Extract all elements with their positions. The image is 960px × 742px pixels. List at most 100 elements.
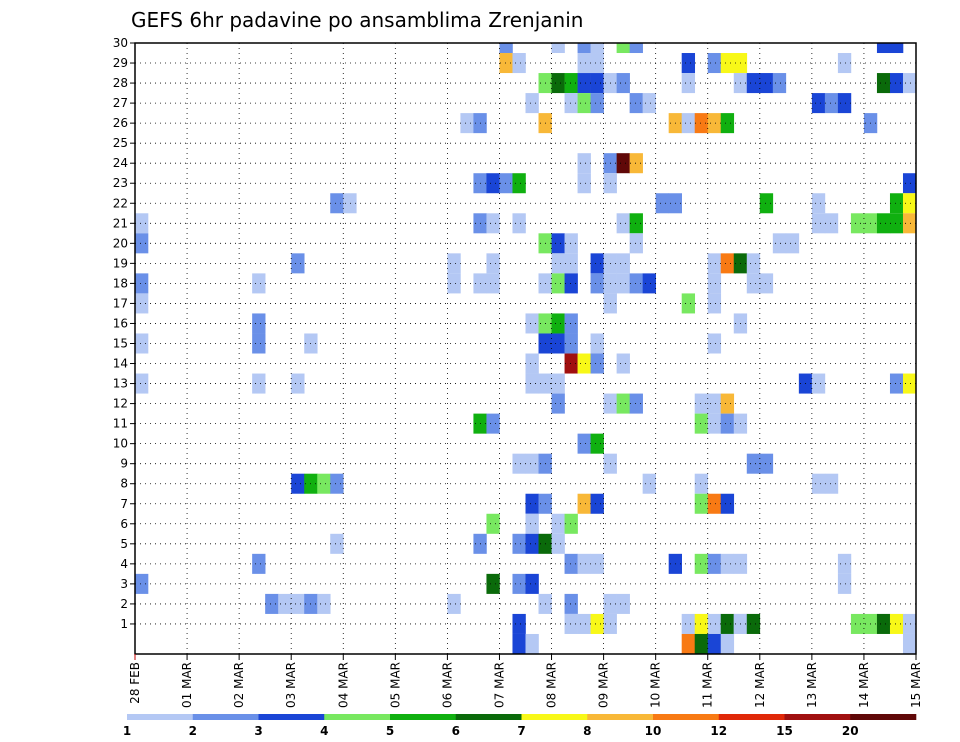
x-tick-label: 06 MAR <box>440 662 454 708</box>
heatmap-cell <box>291 373 305 394</box>
heatmap-cell <box>551 273 565 294</box>
heatmap-cell <box>902 213 917 234</box>
colorbar-tick-label: 4 <box>320 724 328 738</box>
colorbar-swatch <box>127 714 194 720</box>
heatmap-cell <box>135 293 149 314</box>
heatmap-cell <box>681 53 696 74</box>
colorbar-tick-label: 7 <box>517 724 525 738</box>
heatmap-cell <box>525 573 539 594</box>
colorbar-tick-label: 1 <box>123 724 131 738</box>
colorbar: 1 2 3 4 5 6 7 8 10 12 15 20 <box>123 714 917 738</box>
heatmap-cell <box>681 73 696 94</box>
heatmap-cell <box>564 273 578 294</box>
heatmap-cell <box>590 53 604 74</box>
heatmap-cell <box>616 273 630 294</box>
heatmap-cell <box>902 73 917 94</box>
heatmap-cell <box>642 93 656 114</box>
heatmap-cell <box>642 273 656 294</box>
heatmap-cell <box>525 493 539 514</box>
heatmap-cell <box>707 493 722 514</box>
y-tick-label: 24 <box>113 156 128 170</box>
heatmap-cell <box>291 593 305 614</box>
heatmap-cell <box>564 93 578 114</box>
x-tick-label: 10 MAR <box>649 662 663 708</box>
heatmap-cell <box>564 353 578 374</box>
heatmap-cell <box>720 53 735 74</box>
heatmap-cell <box>681 633 696 654</box>
heatmap-cell <box>616 213 630 234</box>
heatmap-cell <box>616 253 630 274</box>
plot-frame <box>134 42 917 655</box>
y-tick-label: 8 <box>120 477 128 491</box>
y-tick-label: 10 <box>113 437 128 451</box>
heatmap-cell <box>590 253 604 274</box>
y-tick-label: 18 <box>113 276 128 290</box>
heatmap-cell <box>590 333 604 354</box>
heatmap-cell <box>889 43 904 54</box>
heatmap-cell <box>629 93 643 114</box>
heatmap-cell <box>564 513 578 534</box>
heatmap-cell <box>707 613 722 634</box>
y-tick-label: 15 <box>113 336 128 350</box>
heatmap-cell <box>707 273 722 294</box>
heatmap-cells <box>135 43 917 654</box>
colorbar-tick-label: 8 <box>583 724 591 738</box>
heatmap-cell <box>564 553 578 574</box>
heatmap-cell <box>486 573 500 594</box>
heatmap-cell <box>577 433 591 454</box>
heatmap-cell <box>655 193 669 214</box>
heatmap-cell <box>811 373 826 394</box>
heatmap-cell <box>564 253 578 274</box>
heatmap-cell <box>746 273 761 294</box>
heatmap-cell <box>564 233 578 254</box>
heatmap-cell <box>460 113 474 134</box>
y-tick-label: 9 <box>120 457 128 471</box>
heatmap-cell <box>902 373 917 394</box>
x-tick-label: 09 MAR <box>597 662 611 708</box>
heatmap-cell <box>824 473 839 494</box>
heatmap-cell <box>889 213 904 234</box>
heatmap-cell <box>551 313 565 334</box>
y-axis: 1234567891011121314151617181920212223242… <box>113 36 135 631</box>
colorbar-swatch <box>521 714 588 720</box>
heatmap-cell <box>252 273 266 294</box>
heatmap-cell <box>590 93 604 114</box>
colorbar-tick-label: 15 <box>776 724 793 738</box>
heatmap-cell <box>616 153 630 174</box>
heatmap-cell <box>772 233 787 254</box>
heatmap-cell <box>499 43 513 54</box>
colorbar-swatch <box>258 714 325 720</box>
x-tick-label: 08 MAR <box>545 662 559 708</box>
heatmap-cell <box>889 193 904 214</box>
colorbar-swatch <box>718 714 785 720</box>
heatmap-cell <box>694 113 709 134</box>
heatmap-cell <box>551 253 565 274</box>
heatmap-cell <box>811 213 826 234</box>
heatmap-cell <box>577 613 591 634</box>
heatmap-cell <box>707 113 722 134</box>
heatmap-cell <box>499 53 513 74</box>
heatmap-cell <box>512 173 526 194</box>
heatmap-cell <box>629 43 643 54</box>
heatmap-cell <box>512 573 526 594</box>
heatmap-cell <box>902 173 917 194</box>
y-tick-label: 5 <box>120 537 128 551</box>
heatmap-cell <box>512 533 526 554</box>
colorbar-tick-label: 20 <box>842 724 859 738</box>
y-tick-label: 19 <box>113 256 128 270</box>
heatmap-cell <box>278 593 292 614</box>
y-tick-label: 21 <box>113 216 128 230</box>
heatmap-cell <box>525 633 539 654</box>
colorbar-swatch <box>192 714 259 720</box>
heatmap-cell <box>629 393 643 414</box>
heatmap-cell <box>746 613 761 634</box>
heatmap-cell <box>616 43 630 54</box>
heatmap-cell <box>447 253 461 274</box>
heatmap-cell <box>694 633 709 654</box>
x-tick-label: 01 MAR <box>180 662 194 708</box>
heatmap-cell <box>902 193 917 214</box>
y-tick-label: 30 <box>113 36 128 50</box>
heatmap-cell <box>707 293 722 314</box>
y-tick-label: 22 <box>113 196 128 210</box>
heatmap-cell <box>889 73 904 94</box>
